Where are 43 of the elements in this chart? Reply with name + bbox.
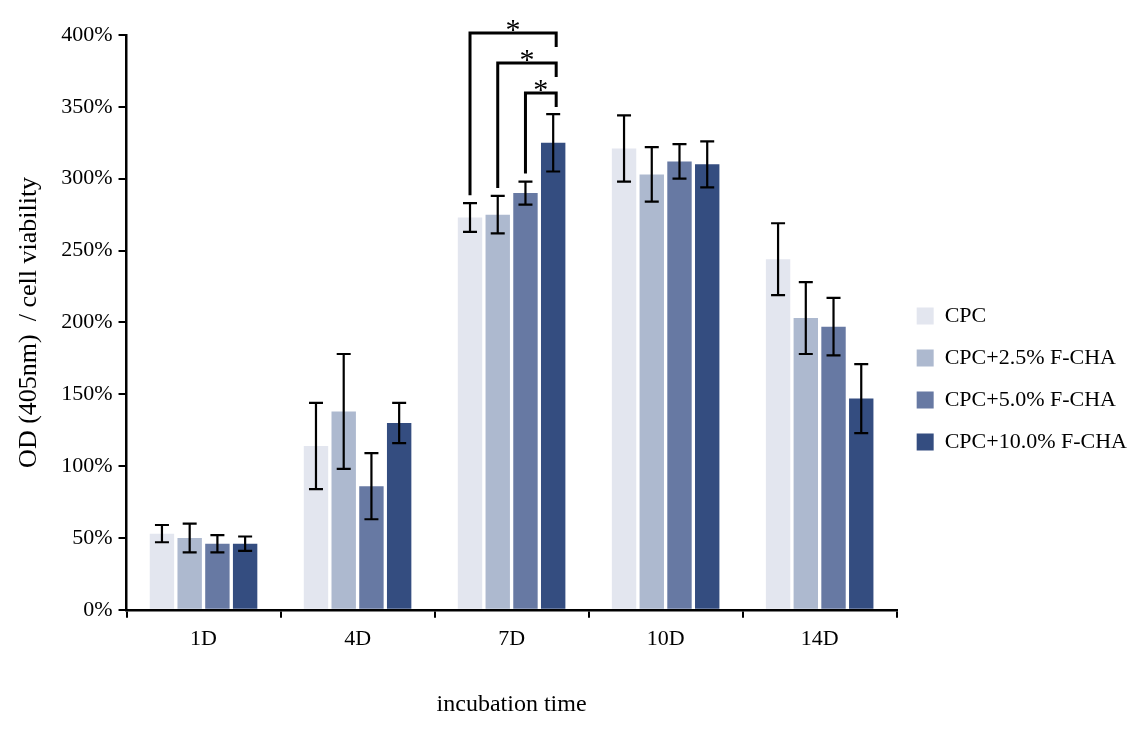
y-axis-title: OD (405nm) / cell viability (13, 176, 43, 468)
x-axis-title: incubation time (436, 689, 587, 716)
legend-label: CPC (944, 301, 987, 327)
legend-label: CPC+2.5% F-CHA (944, 343, 1117, 369)
bar (303, 445, 329, 609)
bar (359, 486, 384, 609)
bar (765, 259, 791, 609)
bar (611, 148, 637, 609)
bar (177, 537, 202, 609)
bar (331, 411, 356, 609)
bar (386, 422, 412, 609)
bar (540, 142, 566, 609)
y-tick-label: 150% (61, 380, 113, 406)
bar (457, 217, 483, 609)
x-tick-label: 7D (498, 624, 526, 650)
bar (821, 326, 846, 609)
y-tick-label: 200% (61, 308, 113, 334)
x-tick-label: 14D (800, 624, 839, 650)
legend-label: CPC+5.0% F-CHA (944, 385, 1117, 411)
x-tick-label: 1D (190, 624, 217, 650)
y-tick-label: 250% (61, 236, 113, 262)
bar (205, 543, 230, 609)
y-tick-label: 100% (61, 451, 113, 477)
y-tick-label: 400% (61, 20, 113, 46)
bar (513, 193, 538, 609)
y-tick-label: 350% (61, 92, 113, 118)
y-tick-label: 0% (83, 595, 113, 621)
y-tick-label: 300% (61, 164, 113, 190)
y-tick-label: 50% (72, 523, 113, 549)
bar (667, 161, 692, 609)
annotation: * (533, 71, 549, 105)
legend-label: CPC+10.0% F-CHA (944, 427, 1128, 453)
bar (849, 398, 874, 609)
bar (793, 318, 818, 609)
bar (149, 533, 175, 609)
bar (232, 543, 258, 609)
annotation: * (505, 11, 521, 45)
x-tick-label: 4D (344, 624, 372, 650)
bar (639, 174, 664, 609)
annotation: * (519, 41, 535, 75)
x-tick-label: 10D (646, 624, 685, 650)
bar (485, 214, 510, 609)
bar (695, 164, 720, 609)
